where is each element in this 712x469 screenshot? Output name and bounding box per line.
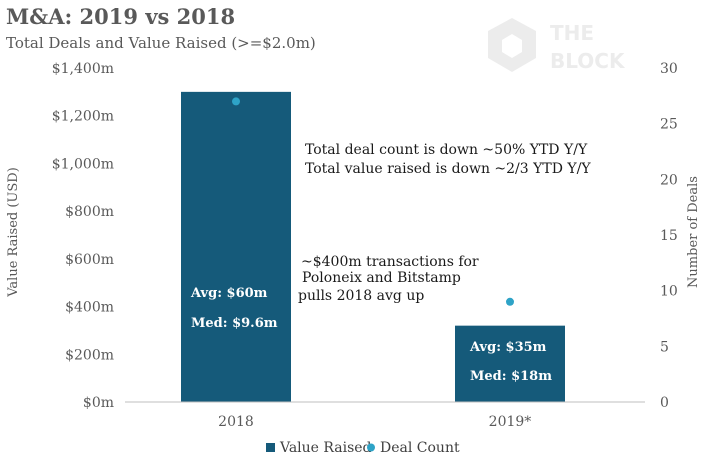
y2-axis-title: Number of Deals bbox=[686, 176, 701, 288]
y2-tick-label: 25 bbox=[660, 117, 678, 133]
chart-title: M&A: 2019 vs 2018 bbox=[6, 4, 236, 29]
cube-icon bbox=[488, 18, 536, 72]
y-tick-label: $0m bbox=[83, 395, 114, 411]
legend: Value Raised Deal Count bbox=[266, 440, 460, 456]
y2-tick-label: 20 bbox=[660, 172, 678, 188]
x-tick-label: 2019* bbox=[489, 414, 532, 430]
bar-label-med: Med: $9.6m bbox=[191, 316, 278, 331]
annotation-avg-up: pulls 2018 avg up bbox=[298, 288, 424, 304]
legend-label-deal-count: Deal Count bbox=[380, 440, 460, 456]
y-tick-label: $1,200m bbox=[52, 109, 114, 125]
y2-tick-label: 15 bbox=[660, 228, 678, 244]
bar-value-raised bbox=[181, 91, 291, 402]
annotation-value-raised: Total value raised is down ~2/3 YTD Y/Y bbox=[305, 161, 591, 177]
annotation-transactions: ~$400m transactions for bbox=[301, 254, 479, 270]
y-tick-label: $800m bbox=[65, 204, 114, 220]
logo-text-the: THE bbox=[550, 21, 594, 45]
chart-subtitle: Total Deals and Value Raised (>=$2.0m) bbox=[6, 34, 316, 52]
y-axis-title: Value Raised (USD) bbox=[6, 167, 21, 298]
bar-label-med: Med: $18m bbox=[470, 369, 552, 384]
y-tick-label: $400m bbox=[65, 300, 114, 316]
bar-label-avg: Avg: $60m bbox=[190, 286, 268, 301]
y2-tick-label: 30 bbox=[660, 61, 678, 77]
y-tick-label: $200m bbox=[65, 347, 114, 363]
logo-text-block: BLOCK bbox=[550, 49, 626, 73]
legend-swatch-value-raised bbox=[266, 443, 275, 452]
annotation-poloneix: Poloneix and Bitstamp bbox=[302, 270, 461, 286]
bar-label-avg: Avg: $35m bbox=[469, 340, 547, 355]
y-tick-label: $1,000m bbox=[52, 156, 114, 172]
point-deal-count bbox=[232, 97, 240, 106]
legend-label-value-raised: Value Raised bbox=[279, 440, 372, 456]
y2-tick-label: 5 bbox=[660, 339, 669, 355]
legend-marker-deal-count bbox=[367, 443, 375, 452]
y2-tick-label: 0 bbox=[660, 395, 669, 411]
x-tick-label: 2018 bbox=[218, 414, 254, 430]
point-deal-count bbox=[506, 297, 514, 306]
y2-tick-label: 10 bbox=[660, 284, 678, 300]
bar-value-raised bbox=[455, 325, 565, 402]
y-tick-label: $1,400m bbox=[52, 61, 114, 77]
y-tick-label: $600m bbox=[65, 252, 114, 268]
the-block-logo: THE BLOCK bbox=[488, 18, 626, 73]
annotation-deal-count: Total deal count is down ~50% YTD Y/Y bbox=[305, 142, 588, 158]
